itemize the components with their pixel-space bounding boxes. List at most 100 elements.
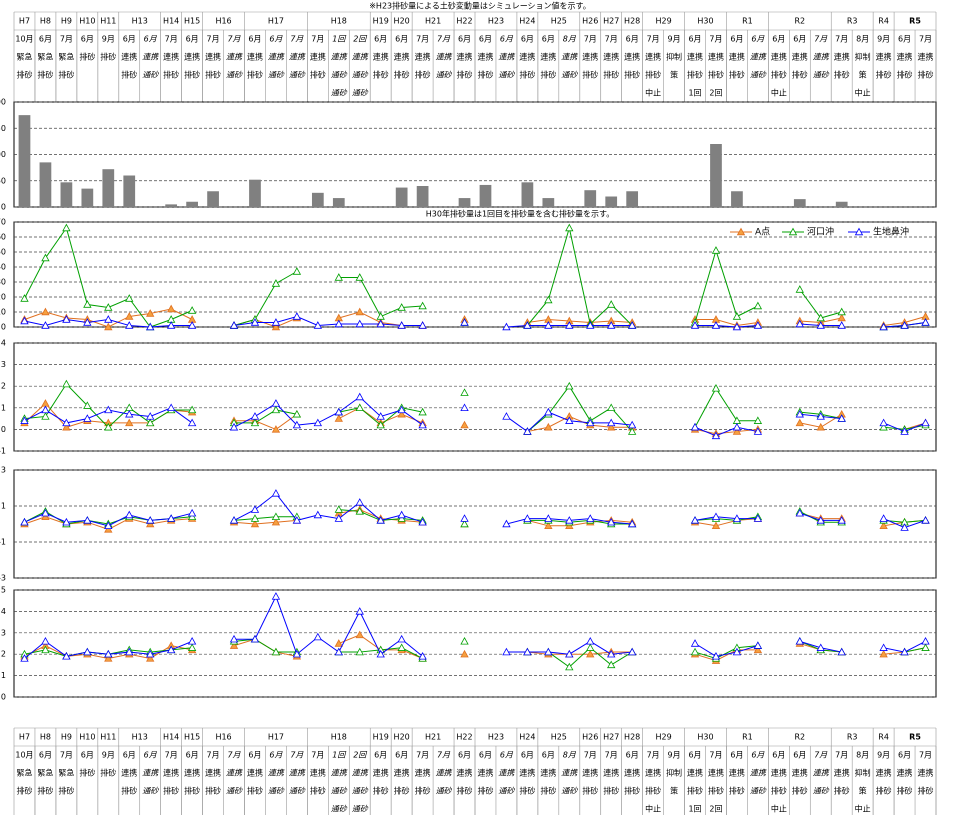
column-label: 連携 [876, 768, 892, 778]
column-label: 策 [859, 786, 867, 796]
bar [18, 115, 31, 207]
column-label: 7月 [647, 751, 660, 760]
year-label: H8 [40, 733, 51, 742]
y-tick-label: -1 [0, 447, 6, 456]
y-tick-label: -3 [0, 574, 6, 583]
column-label: 連携 [121, 768, 137, 778]
marker [104, 649, 113, 658]
marker [334, 647, 343, 656]
marker [418, 407, 427, 416]
column-label: 8月 [563, 751, 577, 760]
marker [187, 512, 197, 520]
y-tick-label: 40 [0, 263, 6, 272]
marker [334, 414, 343, 422]
marker [502, 647, 511, 656]
marker [41, 405, 50, 414]
column-label: 連携 [519, 52, 535, 62]
year-label: H21 [425, 733, 441, 742]
column-label: 排砂 [58, 786, 74, 796]
marker [146, 412, 155, 420]
column-label: 連携 [540, 52, 556, 62]
marker [313, 418, 323, 427]
y-tick-label: 60 [0, 233, 6, 242]
marker [502, 322, 511, 331]
marker [795, 319, 804, 328]
bar [605, 196, 618, 207]
year-label: H18 [331, 733, 347, 742]
marker [397, 514, 406, 522]
marker [460, 519, 469, 528]
column-label: 6月 [39, 35, 52, 44]
column-label: 連携 [813, 53, 830, 62]
column-label: 連携 [163, 768, 179, 778]
column-label: 通砂 [331, 805, 348, 814]
marker [732, 422, 742, 431]
column-label: 緊急 [16, 768, 32, 778]
y-tick-label: 2 [1, 382, 6, 391]
column-label: 抑制 [855, 52, 871, 62]
marker [229, 641, 239, 649]
marker [690, 422, 700, 431]
marker [355, 607, 364, 615]
marker [166, 645, 176, 654]
marker [502, 519, 511, 528]
year-label: R4 [878, 733, 889, 742]
column-label: 7月 [835, 751, 848, 760]
column-label: 1回 [332, 35, 346, 44]
marker [879, 643, 888, 651]
marker [104, 525, 113, 533]
column-label: 7月 [290, 35, 304, 44]
marker [146, 519, 155, 528]
column-label: 連携 [645, 768, 661, 778]
column-label: 排砂 [247, 70, 263, 80]
bar [102, 169, 115, 207]
column-label: 6月 [730, 35, 743, 44]
column-label: 1回 [688, 89, 701, 98]
marker [900, 523, 909, 531]
marker [607, 517, 616, 526]
marker [250, 514, 260, 522]
column-label: 中止 [645, 804, 661, 814]
marker [921, 643, 930, 651]
column-label: 通砂 [436, 71, 453, 80]
y-tick-label: 70 [0, 218, 6, 227]
column-label: 排砂 [792, 70, 808, 80]
column-label: 6月 [751, 751, 765, 760]
marker [732, 647, 742, 656]
column-label: 排砂 [121, 786, 137, 796]
column-label: 6月 [123, 35, 136, 44]
marker [418, 420, 427, 429]
marker [397, 510, 406, 519]
marker [502, 412, 511, 420]
column-label: 中止 [645, 88, 661, 98]
marker [334, 505, 343, 513]
column-label: 7月 [60, 35, 73, 44]
year-label: H22 [456, 17, 472, 26]
column-label: 6月 [248, 751, 261, 760]
marker [565, 223, 574, 232]
marker [418, 517, 427, 526]
column-label: 排砂 [310, 786, 326, 796]
column-label: 6月 [730, 751, 743, 760]
column-label: 連携 [498, 53, 515, 62]
year-label: H17 [268, 733, 284, 742]
column-label: 9月 [877, 35, 890, 44]
column-label: 6月 [626, 751, 639, 760]
marker [229, 422, 239, 431]
bar [731, 191, 743, 207]
column-label: 連携 [792, 768, 808, 778]
column-label: 6月 [395, 751, 408, 760]
column-label: 7月 [207, 35, 220, 44]
column-label: 連携 [226, 53, 243, 62]
marker [753, 301, 763, 310]
column-label: 6月 [521, 35, 534, 44]
marker [565, 521, 574, 529]
column-label: 連携 [163, 52, 179, 62]
column-label: 連携 [331, 769, 348, 778]
marker [397, 643, 406, 651]
bar [332, 198, 345, 207]
column-label: 7月 [605, 35, 618, 44]
column-label: 7月 [227, 35, 241, 44]
marker [460, 318, 469, 326]
column-label: 中止 [855, 804, 871, 814]
